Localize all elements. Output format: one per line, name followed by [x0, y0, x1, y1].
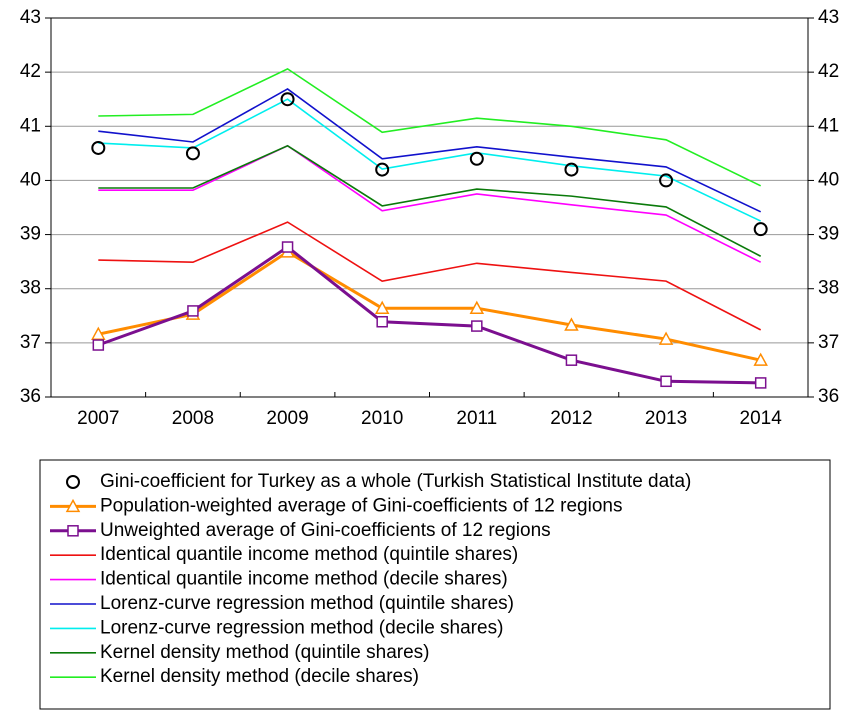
y-tick-label: 39 — [20, 224, 41, 245]
x-tick-label: 2013 — [645, 408, 687, 429]
y-tick-label: 37 — [20, 332, 41, 353]
series-line — [98, 144, 762, 257]
x-tick-label: 2011 — [456, 408, 497, 429]
point — [564, 162, 579, 177]
y-tick-label: 41 — [20, 115, 41, 136]
series-line — [98, 144, 762, 263]
plot-frame — [50, 17, 809, 398]
y2-tick-label: 43 — [818, 7, 839, 28]
legend-label: Gini-coefficient for Turkey as a whole (… — [100, 471, 691, 492]
point — [754, 377, 767, 389]
point — [91, 326, 106, 340]
point — [92, 339, 105, 351]
legend-label: Lorenz-curve regression method (decile s… — [100, 617, 503, 638]
point — [91, 140, 106, 155]
point — [471, 320, 483, 332]
point — [280, 92, 295, 107]
point — [374, 300, 390, 314]
y-tick-label: 42 — [20, 61, 41, 82]
legend-box — [39, 459, 831, 710]
x-tick-label: 2012 — [550, 408, 592, 429]
point — [469, 300, 485, 314]
x-tick-label: 2009 — [266, 408, 308, 429]
y-tick-label: 43 — [20, 7, 41, 28]
series-line — [98, 98, 762, 222]
y2-tick-label: 37 — [818, 332, 839, 353]
y2-tick-label: 36 — [818, 386, 839, 407]
point — [376, 315, 388, 328]
series-line — [98, 87, 762, 213]
point — [187, 305, 199, 317]
y2-tick-label: 38 — [818, 278, 839, 299]
y-tick-label: 40 — [20, 169, 41, 190]
legend-marker — [67, 525, 79, 537]
legend-label: Kernel density method (decile shares) — [100, 666, 419, 687]
point — [565, 354, 578, 366]
legend-label: Kernel density method (quintile shares) — [100, 642, 430, 663]
point — [660, 375, 672, 388]
x-tick-label: 2008 — [172, 408, 214, 429]
legend-marker — [65, 498, 81, 513]
y-tick-label: 36 — [20, 386, 41, 407]
point — [375, 162, 390, 177]
point — [753, 352, 768, 366]
legend-label: Lorenz-curve regression method (quintile… — [100, 593, 514, 614]
point — [469, 151, 484, 166]
x-tick-label: 2007 — [77, 408, 119, 429]
x-tick-label: 2014 — [740, 408, 783, 429]
legend-label: Identical quantile income method (quinti… — [100, 544, 518, 565]
point — [658, 331, 674, 345]
point — [185, 146, 200, 161]
legend-label: Unweighted average of Gini-coefficients … — [100, 520, 551, 541]
legend-label: Population-weighted average of Gini-coef… — [100, 495, 622, 516]
y2-tick-label: 42 — [818, 61, 839, 82]
point — [281, 241, 294, 253]
series-line — [97, 245, 761, 385]
x-tick-label: 2010 — [361, 408, 403, 429]
legend-marker — [66, 475, 80, 489]
y2-tick-label: 39 — [818, 224, 839, 245]
series-line — [98, 221, 762, 331]
y2-tick-label: 40 — [818, 169, 839, 190]
point — [564, 317, 579, 331]
y-tick-label: 38 — [20, 278, 41, 299]
series-line — [98, 250, 762, 362]
series-line — [98, 67, 762, 187]
legend-label: Identical quantile income method (decile… — [100, 569, 508, 590]
point — [753, 222, 768, 237]
point — [659, 173, 674, 188]
y2-tick-label: 41 — [818, 115, 839, 136]
